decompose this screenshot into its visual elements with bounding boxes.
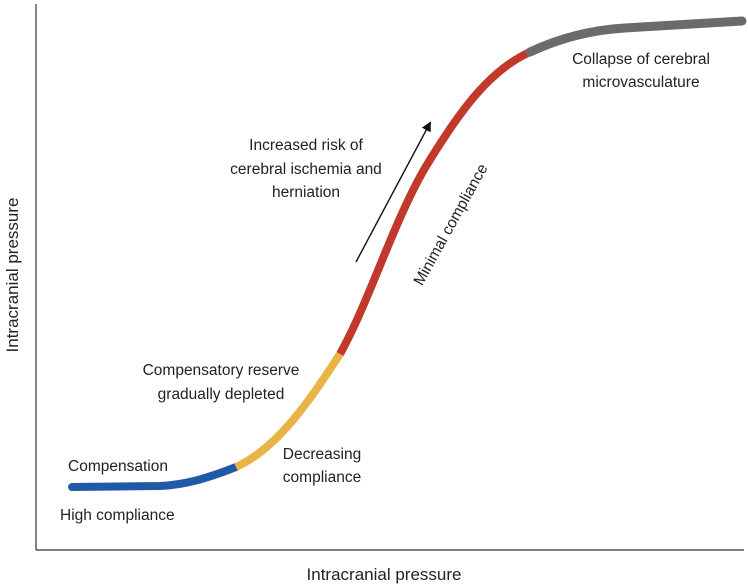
risk-arrow xyxy=(355,121,431,263)
curve-segment-compensation xyxy=(68,463,240,491)
label-risk-line1: Increased risk of xyxy=(249,137,363,154)
label-minimal-compliance: Minimal compliance xyxy=(411,161,492,288)
y-axis-title: Intracranial pressure xyxy=(3,198,22,353)
label-high-compliance: High compliance xyxy=(60,507,175,524)
label-collapse-line2: microvasculature xyxy=(582,74,699,91)
label-risk-line3: herniation xyxy=(272,184,340,201)
curve-segment-collapse xyxy=(525,16,747,57)
x-axis-title: Intracranial pressure xyxy=(307,565,462,584)
label-risk-line2: cerebral ischemia and xyxy=(230,161,382,178)
label-decreasing-line1: Decreasing xyxy=(283,446,361,463)
label-decreasing-line2: compliance xyxy=(283,469,361,486)
label-reserve-line2: gradually depleted xyxy=(158,386,285,403)
curve-segment-decreasing-compliance xyxy=(234,351,344,471)
label-reserve-line1: Compensatory reserve xyxy=(143,362,300,379)
label-collapse-line1: Collapse of cerebral xyxy=(572,51,710,68)
curve-segment-minimal-compliance xyxy=(336,48,532,356)
label-compensation: Compensation xyxy=(68,458,168,475)
